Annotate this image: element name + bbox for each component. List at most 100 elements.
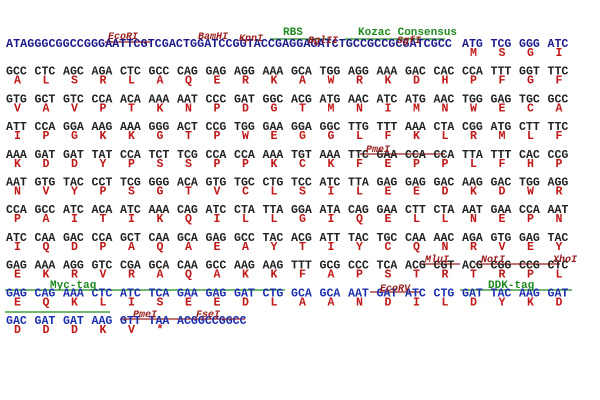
- codon: CAG: [348, 204, 369, 217]
- codon: CAA: [35, 232, 56, 245]
- amino-acid: A: [43, 213, 50, 226]
- amino-acid: V: [43, 186, 50, 199]
- amino-acid: L: [442, 213, 449, 226]
- amino-acid: E: [185, 296, 192, 309]
- codon: TAC: [263, 232, 284, 245]
- codon: TGG: [320, 66, 341, 79]
- codon: CCA: [92, 232, 113, 245]
- amino-acid: D: [43, 324, 50, 337]
- amino-acid: D: [499, 186, 506, 199]
- amino-acid: G: [527, 47, 534, 60]
- amino-acid: P: [527, 269, 534, 282]
- amino-acid: S: [499, 47, 506, 60]
- codon: GAC: [63, 232, 84, 245]
- amino-acid: F: [385, 130, 392, 143]
- amino-acid: R: [242, 75, 249, 88]
- amino-acid: K: [328, 158, 335, 171]
- amino-acid: H: [527, 158, 534, 171]
- amino-acid: D: [242, 102, 249, 115]
- codon: ATT: [320, 232, 341, 245]
- codon: AAT: [348, 287, 369, 300]
- codon: ACG: [405, 260, 426, 273]
- codon: TGC: [519, 93, 540, 106]
- codon: GAT: [234, 287, 255, 300]
- codon: AAA: [263, 66, 284, 79]
- amino-acid: I: [328, 213, 335, 226]
- codon: TCG: [120, 177, 141, 190]
- codon: CAA: [149, 232, 170, 245]
- amino-acid: Q: [43, 241, 50, 254]
- codon: ATC: [120, 287, 141, 300]
- amino-acid: R: [470, 130, 477, 143]
- amino-acid: S: [71, 75, 78, 88]
- codon: GGA: [63, 121, 84, 134]
- sequence-prefix: ATAGGGCGGCCGGGAATTCGTCGACTGGATCCGGTACCGA…: [6, 38, 452, 51]
- codon: GAT: [35, 315, 56, 328]
- codon: ATC: [63, 204, 84, 217]
- codon: ATA: [320, 204, 341, 217]
- codon: GAC: [6, 315, 27, 328]
- codon: CCC: [206, 93, 227, 106]
- amino-acid: D: [71, 324, 78, 337]
- amino-acid: S: [157, 296, 164, 309]
- amino-acid: N: [470, 213, 477, 226]
- amino-acid: K: [14, 158, 21, 171]
- amino-acid: A: [128, 241, 135, 254]
- amino-acid: R: [71, 269, 78, 282]
- codon: TGG: [462, 93, 483, 106]
- codon: AAG: [92, 315, 113, 328]
- codon: GTC: [92, 260, 113, 273]
- codon: GAG: [206, 66, 227, 79]
- codon: GAT: [548, 287, 569, 300]
- amino-acid: Q: [413, 241, 420, 254]
- amino-acid: G: [71, 130, 78, 143]
- feature-label: SgfI: [397, 35, 421, 47]
- amino-acid: G: [271, 102, 278, 115]
- amino-acid: P: [100, 102, 107, 115]
- amino-acid: R: [356, 75, 363, 88]
- codon: AAG: [519, 287, 540, 300]
- codon: ATC: [377, 93, 398, 106]
- codon: TAC: [63, 177, 84, 190]
- amino-acid: K: [527, 296, 534, 309]
- codon: GAG: [405, 177, 426, 190]
- codon: ATG: [491, 121, 512, 134]
- codon: GCA: [291, 287, 312, 300]
- amino-acid: E: [214, 241, 221, 254]
- amino-acid: L: [242, 213, 249, 226]
- amino-acid: T: [470, 269, 477, 282]
- amino-acid: E: [385, 186, 392, 199]
- codon: CTA: [434, 204, 455, 217]
- codon: AAC: [434, 232, 455, 245]
- feature-label: PmeI: [133, 310, 157, 321]
- codon: GGA: [291, 204, 312, 217]
- codon: ACT: [177, 121, 198, 134]
- codon: TCA: [377, 260, 398, 273]
- codon: TGT: [291, 149, 312, 162]
- amino-acid: F: [499, 75, 506, 88]
- codon: GAT: [377, 287, 398, 300]
- codon: TGG: [234, 121, 255, 134]
- amino-acid: W: [527, 186, 534, 199]
- amino-acid: D: [242, 296, 249, 309]
- codon: CAA: [405, 232, 426, 245]
- codon: GTG: [491, 232, 512, 245]
- amino-acid: P: [470, 75, 477, 88]
- amino-acid: F: [299, 269, 306, 282]
- codon: CTT: [519, 121, 540, 134]
- amino-acid: P: [43, 130, 50, 143]
- codon: GAA: [491, 204, 512, 217]
- codon: TTC: [548, 121, 569, 134]
- codon: CCT: [92, 177, 113, 190]
- amino-acid: V: [214, 186, 221, 199]
- codon: GAT: [63, 149, 84, 162]
- codon: TCT: [149, 149, 170, 162]
- amino-acid: D: [71, 241, 78, 254]
- amino-acid: T: [299, 241, 306, 254]
- amino-acid: G: [328, 130, 335, 143]
- amino-acid: A: [242, 241, 249, 254]
- amino-acid: G: [157, 186, 164, 199]
- codon: CCG: [206, 121, 227, 134]
- codon: AAA: [63, 287, 84, 300]
